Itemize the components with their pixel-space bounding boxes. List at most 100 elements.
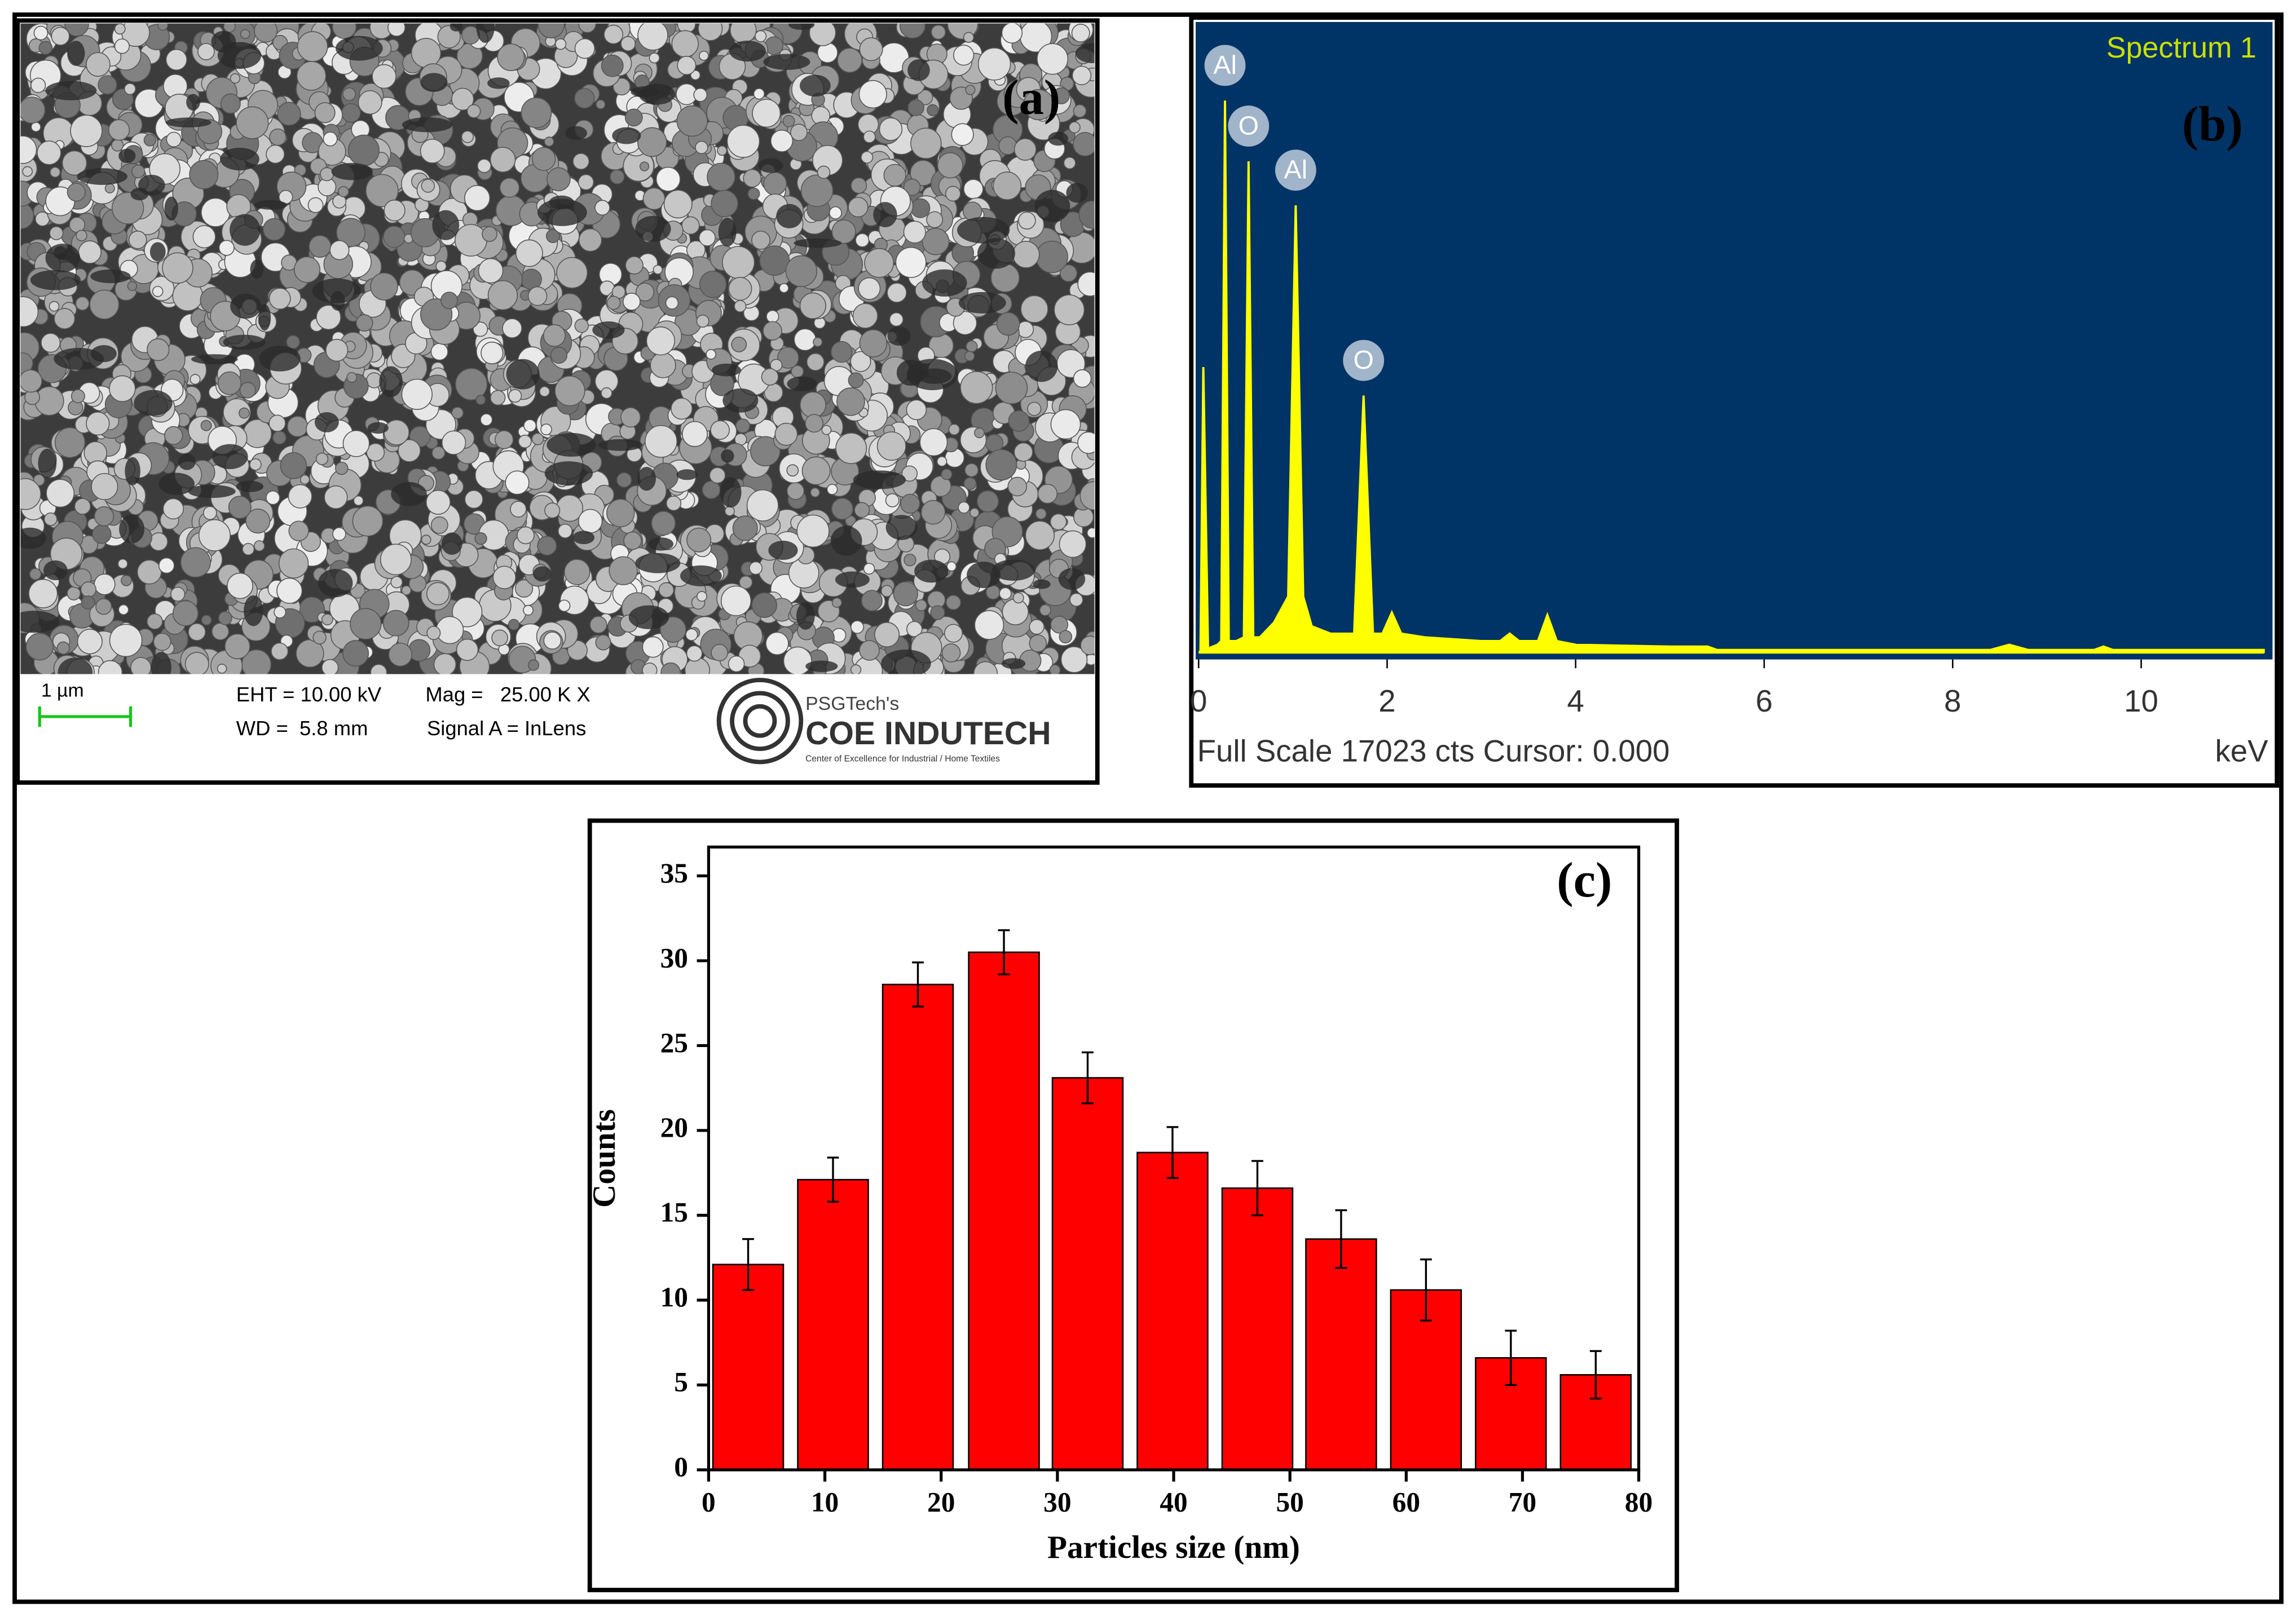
particle [753,88,765,100]
pore [830,525,862,556]
particle [29,568,42,580]
particle [398,439,421,462]
particle [61,150,87,176]
particle [342,87,356,101]
particle [1059,264,1078,282]
particle [578,23,597,33]
particle [124,83,136,95]
particle [517,526,535,545]
particle [218,240,235,256]
particle [452,597,483,628]
particle [1037,43,1069,75]
particle [249,458,262,471]
particle [341,103,361,123]
error-bar [1251,1160,1263,1217]
particle [276,577,303,604]
particle [854,502,870,518]
particle [646,326,676,356]
particle [596,99,606,109]
particle [809,23,836,46]
pore [796,602,815,630]
particle [518,434,532,448]
particle [889,312,904,327]
particle [944,624,963,643]
particle [1025,520,1055,550]
particle [440,292,459,310]
bar [1051,1077,1124,1471]
particle [515,239,543,267]
particle [885,493,900,507]
particle [945,186,961,202]
x-tick-label: 30 [1043,1487,1071,1518]
pore [165,117,211,127]
particle [109,624,143,657]
particle [387,23,406,37]
particle [936,456,948,467]
particle [1013,442,1033,462]
particle [966,340,978,352]
particle [158,557,175,574]
particle [456,638,479,661]
particle [64,23,89,37]
pore [30,270,81,290]
particle [342,640,369,667]
pore [787,376,817,391]
particle [286,335,300,349]
y-tick-label: 30 [660,942,688,973]
particle [401,378,433,410]
pore [720,477,742,508]
particle [963,179,984,200]
particle [964,463,979,478]
pore [805,660,838,672]
particle [314,102,336,123]
logo-main: COE INDUTECH [805,716,1051,752]
particle [880,585,893,597]
particle [425,489,451,515]
pore [544,461,593,485]
particle [830,341,853,363]
pore [402,117,453,133]
particle [217,664,227,674]
particle [288,520,309,541]
bar [712,1264,785,1471]
particle [558,599,571,612]
particle [642,663,658,674]
particle [831,497,853,520]
particle [554,38,567,50]
pore [628,605,669,629]
particle [663,189,693,219]
particle [240,29,250,39]
pore [211,30,236,53]
particle [826,484,838,495]
particle [491,629,508,647]
particle [658,582,675,598]
x-tick-label: 2 [1378,684,1395,718]
particle [1080,635,1095,655]
particle [1086,527,1095,538]
particle [671,398,693,420]
particle [755,30,767,42]
panel-c-frame [587,818,1680,1592]
particle [81,595,95,610]
particle [610,169,625,184]
particle [523,604,534,616]
particle [502,318,522,338]
pore [957,217,1010,244]
particle [268,414,286,432]
particle [239,407,250,419]
particle [785,255,817,288]
pore [1058,568,1086,590]
particle [685,628,698,641]
particle [770,129,794,152]
particle [56,641,70,655]
signal: Signal A = InLens [427,717,586,740]
particle [620,407,641,428]
particle [1023,89,1055,121]
particle [537,23,565,39]
particle [1029,619,1045,635]
particle [329,240,350,260]
particle [578,228,602,252]
particle [863,130,876,143]
pore [230,214,261,246]
